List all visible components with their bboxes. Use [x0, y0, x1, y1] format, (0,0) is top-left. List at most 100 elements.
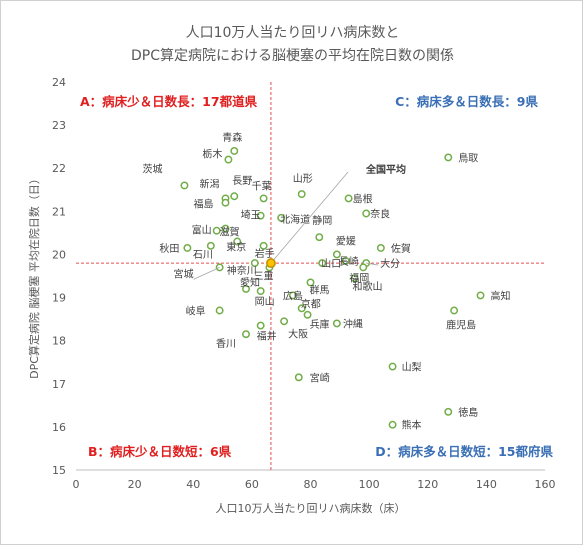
point-label: 北海道: [280, 213, 310, 226]
x-tick-label: 60: [245, 478, 259, 491]
data-point: [315, 233, 324, 242]
data-point: [233, 237, 242, 246]
point-label: 福岡: [349, 271, 369, 284]
quadrant-label-top-left: A：病床少＆日数長：17都道県: [80, 94, 258, 109]
point-label: 大分: [380, 257, 400, 270]
point-label: 島根: [353, 192, 373, 205]
y-tick-label: 18: [52, 335, 66, 348]
data-point: [297, 304, 306, 313]
point-label: 山口: [321, 258, 341, 270]
point-label: 佐賀: [391, 243, 411, 255]
point-label: 高知: [491, 289, 511, 302]
point-label: 富山: [192, 224, 212, 237]
quadrant-label-bottom-left: B：病床少＆日数短：6県: [88, 444, 232, 459]
point-label: 宮崎: [310, 371, 330, 384]
point-label: 岡山: [255, 296, 275, 308]
y-tick-label: 24: [52, 76, 66, 89]
x-tick-label: 20: [128, 478, 142, 491]
y-tick-label: 15: [52, 464, 66, 477]
x-tick-label: 140: [476, 478, 497, 491]
data-point: [344, 194, 353, 203]
data-point: [306, 278, 315, 287]
data-point: [215, 263, 224, 272]
data-point: [206, 241, 215, 250]
point-label: 埼玉: [241, 209, 261, 222]
x-tick-label: 160: [535, 478, 556, 491]
point-label: 滋賀: [219, 226, 239, 239]
point-label: 香川: [216, 338, 236, 350]
y-tick-label: 23: [52, 119, 66, 132]
data-point: [332, 319, 341, 328]
point-label: 石川: [193, 250, 213, 261]
point-label: 和歌山: [352, 280, 382, 293]
point-label: 鹿児島: [446, 318, 476, 331]
point-label: 岐阜: [186, 304, 206, 317]
y-tick-label: 22: [52, 162, 66, 175]
data-point: [215, 306, 224, 315]
point-label: 茨城: [142, 162, 162, 175]
chart-title-line-2: DPC算定病院における脳梗塞の平均在院日数の関係: [131, 48, 454, 64]
average-point: [265, 258, 276, 269]
point-label: 京都: [301, 297, 321, 310]
data-point: [376, 244, 385, 252]
average-leader-line: [270, 171, 349, 264]
point-label: 栃木: [202, 148, 222, 161]
point-label: 兵庫: [310, 318, 330, 331]
point-label: 岩手: [255, 247, 275, 260]
data-point: [388, 362, 397, 371]
y-tick-label: 19: [52, 292, 66, 305]
data-point: [288, 291, 297, 300]
data-point: [362, 209, 371, 218]
data-point: [180, 181, 189, 190]
data-point: [341, 256, 350, 265]
average-label: 全国平均: [365, 163, 406, 176]
point-label: 群馬: [310, 283, 330, 296]
y-tick-label: 21: [52, 205, 66, 218]
data-point: [259, 241, 268, 250]
x-axis-title: 人口10万人当たり回リハ病床数（床）: [216, 501, 406, 515]
data-point: [450, 306, 459, 315]
point-label: 長崎: [339, 255, 359, 268]
y-tick-label: 16: [52, 421, 66, 434]
point-label: 東京: [226, 241, 246, 254]
point-label: 青森: [222, 131, 242, 144]
x-tick-label: 100: [359, 478, 380, 491]
chart-title-line-1: 人口10万人当たり回リハ病床数と: [185, 25, 400, 41]
point-label: 愛媛: [336, 234, 356, 247]
data-point: [318, 259, 327, 268]
data-point: [350, 274, 359, 283]
point-label: 沖縄: [343, 317, 363, 330]
point-label: 鳥取: [458, 151, 478, 164]
data-point: [444, 153, 453, 162]
point-label: 愛知: [240, 276, 260, 289]
point-label: 長野: [232, 175, 252, 187]
point-label: 秋田: [159, 242, 179, 255]
data-point: [297, 190, 306, 199]
data-point: [242, 330, 250, 339]
point-label: 神奈川: [227, 264, 257, 277]
data-point: [242, 284, 250, 293]
point-label: 福島: [193, 198, 213, 211]
quadrant-label-top-right: C：病床多＆日数長：9県: [395, 94, 538, 109]
x-tick-label: 80: [304, 478, 318, 491]
quadrant-label-bottom-right: D：病床多＆日数短：15都府県: [375, 444, 553, 459]
label-leader-line: [193, 267, 220, 280]
y-tick-label: 20: [52, 248, 66, 261]
point-label: 山梨: [402, 361, 422, 374]
data-point: [294, 373, 303, 382]
data-point: [388, 420, 397, 429]
data-point: [256, 287, 265, 296]
data-point: [256, 321, 265, 330]
point-label: 徳島: [458, 406, 478, 419]
data-point: [444, 407, 453, 416]
data-point: [332, 250, 341, 259]
y-axis-title: DPC算定病院 脳梗塞 平均在院日数（日）: [27, 173, 41, 379]
data-point: [224, 155, 233, 164]
data-point: [359, 263, 368, 272]
data-point: [183, 244, 192, 252]
data-point: [476, 291, 485, 300]
point-label: 福井: [257, 330, 277, 343]
point-label: 広島: [283, 289, 303, 302]
point-label: 熊本: [402, 419, 422, 432]
